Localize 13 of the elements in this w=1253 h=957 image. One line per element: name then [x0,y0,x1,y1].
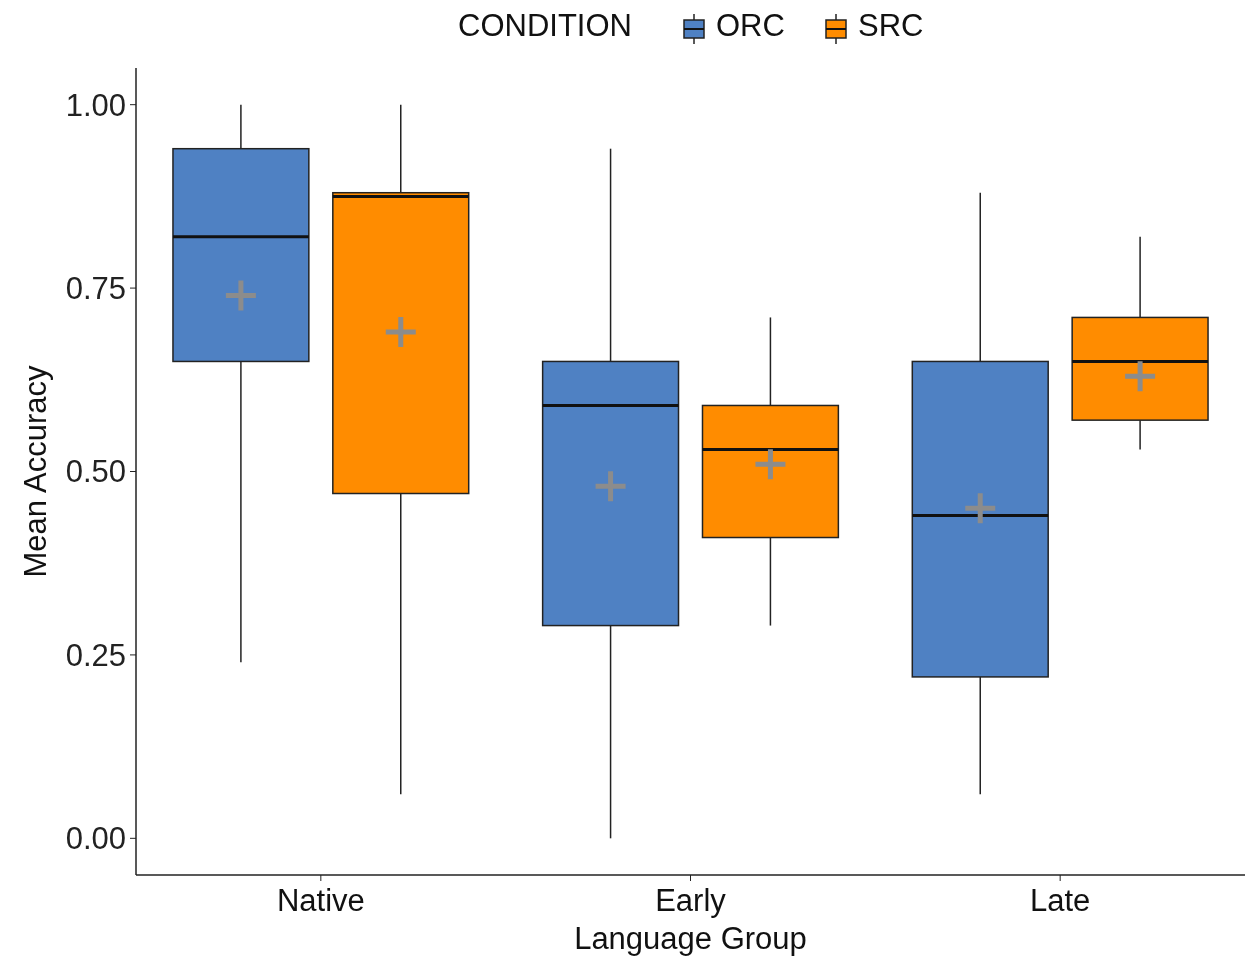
y-tick-label: 0.00 [65,821,126,857]
y-tick-label: 0.75 [65,270,126,306]
y-tick-label: 0.50 [65,454,126,490]
x-axis-title: Language Group [574,921,807,956]
x-tick-label: Native [276,883,365,918]
legend-label: ORC [716,8,785,43]
legend-title: CONDITION [458,8,632,43]
legend-label: SRC [858,8,924,43]
y-axis-title: Mean Accuracy [18,365,53,578]
y-tick-label: 1.00 [65,87,126,123]
y-tick-label: 0.25 [65,637,126,673]
x-tick-label: Early [655,883,727,918]
x-tick-label: Late [1029,883,1091,918]
